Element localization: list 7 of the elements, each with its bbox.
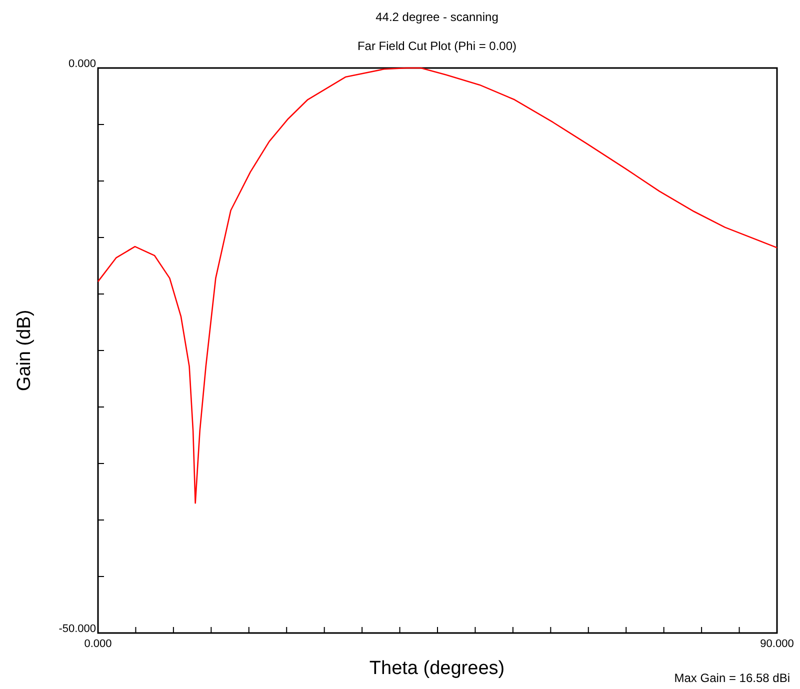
x-axis-title: Theta (degrees) bbox=[369, 658, 505, 679]
chart-title: 44.2 degree - scanning bbox=[376, 10, 498, 24]
y-tick-label: -50.000 bbox=[58, 623, 96, 635]
x-tick-label: 90.000 bbox=[760, 638, 794, 650]
chart-subtitle: Far Field Cut Plot (Phi = 0.00) bbox=[357, 39, 517, 53]
y-axis-title: Gain (dB) bbox=[14, 310, 35, 392]
text: Max Gain = 16.58 dBi bbox=[674, 671, 790, 685]
